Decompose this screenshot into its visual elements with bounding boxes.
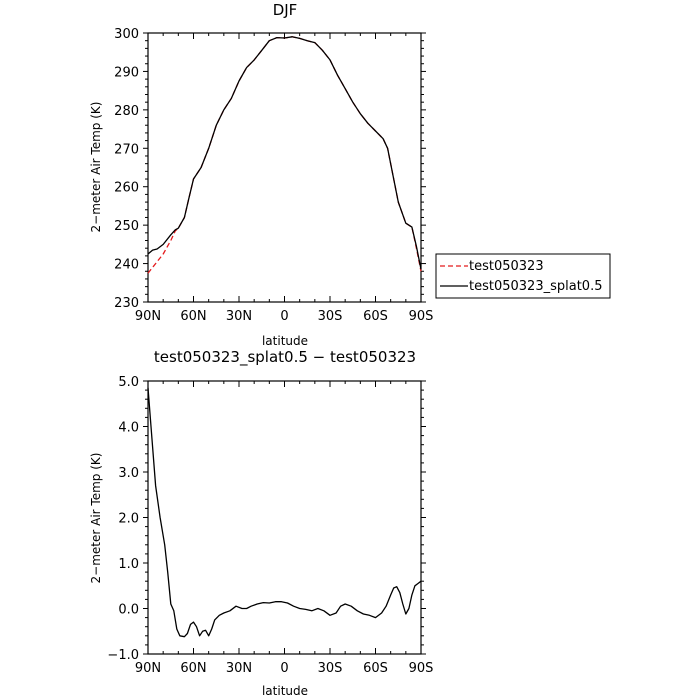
- top-chart-title: DJF: [273, 1, 298, 19]
- top-x-tick-label: 90S: [409, 309, 434, 324]
- bottom-axis-ticks: 90N 60N 30N 0 30S 60S 90S −1.0 0.0 1.0 2.0 3.0 4.0 5.…: [107, 375, 433, 676]
- top-y-tick-label: 300: [114, 27, 139, 42]
- legend: test050323 test050323_splat0.5: [435, 253, 611, 299]
- bottom-y-tick-label: 2.0: [118, 512, 139, 527]
- top-x-tick-label: 90N: [135, 309, 161, 324]
- bottom-y-tick-label: 4.0: [118, 421, 139, 436]
- top-y-tick-label: 250: [114, 219, 139, 234]
- bottom-x-tick-label: 90N: [135, 661, 161, 676]
- top-x-tick-label: 30S: [318, 309, 343, 324]
- bottom-y-tick-label: 0.0: [118, 603, 139, 618]
- top-x-tick-label: 60S: [363, 309, 388, 324]
- top-y-tick-label: 290: [114, 65, 139, 80]
- bottom-x-tick-label: 60N: [180, 661, 206, 676]
- bottom-y-tick-label: −1.0: [107, 648, 139, 663]
- legend-label-test050323: test050323: [469, 259, 544, 274]
- bottom-y-tick-label: 1.0: [118, 557, 139, 572]
- bottom-y-tick-label: 3.0: [118, 466, 139, 481]
- bottom-x-tick-label: 90S: [409, 661, 434, 676]
- top-series-line-1: [147, 36, 422, 270]
- difference-panel: test050323_splat0.5 − test050323 90N 60N 3…: [89, 348, 433, 698]
- bottom-y-axis-label: 2−meter Air Temp (K): [89, 453, 103, 584]
- bottom-chart-title: test050323_splat0.5 − test050323: [154, 348, 416, 367]
- bottom-x-tick-label: 30N: [226, 661, 252, 676]
- bottom-x-tick-label: 0: [280, 661, 288, 676]
- top-series-line-0: [147, 36, 422, 274]
- top-x-axis-label: latitude: [262, 334, 308, 348]
- bottom-series-lines: [147, 387, 422, 638]
- bottom-x-tick-label: 60S: [363, 661, 388, 676]
- djf-temperature-panel: DJF 90N 60N 30N 0 30S 60S 90S 230 240 250 260 270 28…: [89, 1, 433, 348]
- top-x-tick-label: 0: [280, 309, 288, 324]
- top-series-lines: [147, 36, 422, 274]
- top-x-tick-label: 60N: [180, 309, 206, 324]
- bottom-x-tick-label: 30S: [318, 661, 343, 676]
- legend-box: [435, 253, 611, 299]
- legend-label-test050323-splat: test050323_splat0.5: [469, 279, 602, 294]
- bottom-series-line-0: [147, 387, 422, 638]
- top-y-tick-label: 230: [114, 296, 139, 311]
- bottom-y-tick-label: 5.0: [118, 375, 139, 390]
- bottom-x-axis-label: latitude: [262, 684, 308, 698]
- top-plot-frame: [147, 32, 422, 303]
- top-y-tick-label: 270: [114, 142, 139, 157]
- top-x-tick-label: 30N: [226, 309, 252, 324]
- top-y-tick-label: 260: [114, 181, 139, 196]
- top-y-axis-label: 2−meter Air Temp (K): [89, 102, 103, 233]
- bottom-plot-frame: [147, 380, 422, 655]
- top-axis-ticks: 90N 60N 30N 0 30S 60S 90S 230 240 250 260 270 280 290…: [114, 27, 433, 324]
- top-y-tick-label: 280: [114, 104, 139, 119]
- top-y-tick-label: 240: [114, 258, 139, 273]
